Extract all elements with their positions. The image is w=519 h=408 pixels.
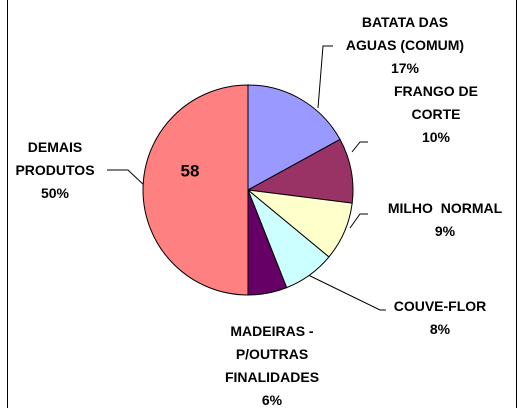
annotation: 58: [181, 161, 200, 180]
category-label: BATATA DAS AGUAS (COMUM): [345, 14, 465, 53]
frame: [7, 0, 517, 408]
category-label: MILHO NORMAL: [387, 200, 503, 216]
category-label: FRANGO DE CORTE: [394, 83, 478, 122]
slice-label: DEMAIS PRODUTOS 50%: [10, 136, 100, 205]
slice-label: BATATA DAS AGUAS (COMUM) 17%: [343, 11, 468, 80]
value-label: 6%: [261, 392, 283, 408]
slice-label: MADEIRAS - P/OUTRAS FINALIDADES 6%: [215, 320, 330, 408]
leader-line: [317, 45, 333, 109]
pie-slice: [142, 84, 249, 296]
category-label: DEMAIS PRODUTOS: [15, 139, 95, 178]
value-label: 8%: [429, 321, 451, 337]
slice-label: MILHO NORMAL 9%: [345, 197, 519, 243]
leader-line: [351, 141, 368, 153]
value-label: 10%: [421, 129, 451, 145]
value-label: 9%: [434, 223, 456, 239]
pie-slice: [247, 84, 341, 191]
slice-label: FRANGO DE CORTE 10%: [386, 80, 486, 149]
category-label: COUVE-FLOR: [393, 298, 487, 314]
leader-line: [349, 213, 368, 229]
leader-line: [107, 169, 146, 187]
value-label: 17%: [390, 60, 420, 76]
leader-line: [301, 271, 386, 311]
category-label: MADEIRAS - P/OUTRAS FINALIDADES: [224, 323, 320, 385]
leader-lines: [107, 45, 386, 311]
slice-label: COUVE-FLOR 8%: [340, 295, 519, 341]
value-label: 50%: [40, 185, 70, 201]
